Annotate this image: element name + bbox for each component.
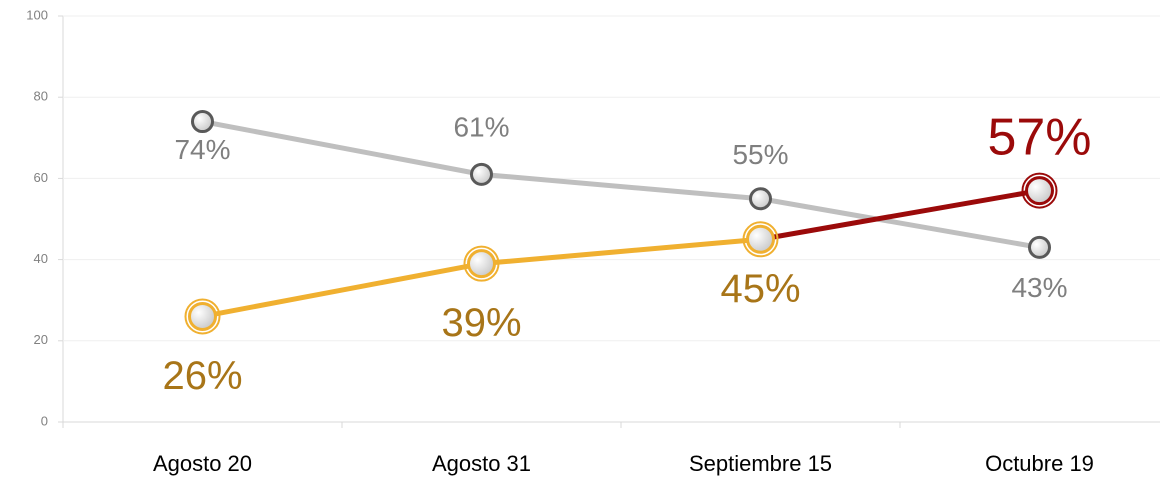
line-segment [481,236,761,267]
marker [467,249,496,279]
line [202,119,1040,250]
x-tick-label: Septiembre 15 [689,451,832,476]
y-tick-label: 20 [34,332,48,347]
data-label: 45% [720,267,800,311]
y-tick-label: 0 [41,413,48,428]
data-label: 43% [1011,272,1067,303]
marker [188,301,217,331]
marker-ring [1021,172,1058,209]
y-tick-label: 40 [34,251,48,266]
data-label: 55% [732,139,788,170]
data-label: 57% [987,108,1091,166]
data-label: 39% [441,301,521,345]
x-tick-label: Agosto 20 [153,451,252,476]
marker [746,224,775,254]
marker-ring [742,221,779,258]
line-segment [760,188,1040,242]
data-label: 74% [174,134,230,165]
y-tick-label: 60 [34,170,48,185]
x-tick-label: Octubre 19 [985,451,1094,476]
marker [749,187,772,211]
line-segment [202,261,482,319]
marker [470,162,493,186]
data-label: 61% [453,112,509,143]
marker [191,110,214,134]
data-label: 26% [162,354,242,398]
marker-ring [184,298,221,335]
y-tick-label: 100 [26,7,48,22]
marker [1025,176,1054,206]
marker-ring [463,245,500,282]
marker [1028,235,1051,259]
x-tick-label: Agosto 31 [432,451,531,476]
y-tick-label: 80 [34,89,48,104]
